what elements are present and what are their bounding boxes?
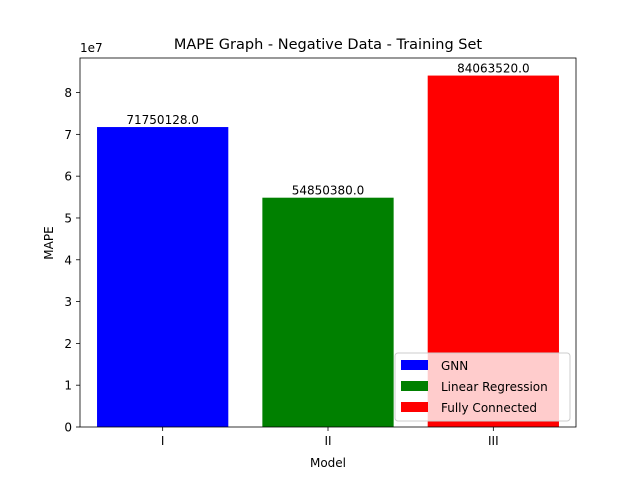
legend-box: [394, 352, 571, 422]
legend-label-1: GNN: [441, 359, 468, 373]
y-tick-label-6: 6: [64, 170, 72, 184]
y-tick-label-3: 3: [64, 295, 72, 309]
chart-title: MAPE Graph - Negative Data - Training Se…: [174, 37, 483, 53]
y-tick-label-4: 4: [64, 253, 72, 267]
legend-swatch-3: [401, 402, 428, 412]
y-tick-label-0: 0: [64, 421, 72, 435]
x-axis-label: Model: [310, 456, 346, 470]
bar-value-label-2: 54850380.0: [292, 184, 365, 198]
bar-value-label-3: 84063520.0: [457, 62, 530, 76]
legend: GNN Linear Regression Fully Connected: [394, 352, 571, 422]
x-tick-label-3: III: [488, 434, 499, 448]
legend-swatch-2: [401, 381, 428, 391]
y-tick-label-7: 7: [64, 128, 72, 142]
legend-label-2: Linear Regression: [441, 380, 548, 394]
bar-1: [97, 127, 229, 427]
legend-swatch-1: [401, 360, 428, 370]
y-multiplier-label: 1e7: [80, 41, 103, 55]
bar-2: [262, 197, 394, 427]
bar-value-label-1: 71750128.0: [126, 113, 199, 127]
y-axis-label: MAPE: [42, 226, 56, 259]
y-tick-label-8: 8: [64, 86, 72, 100]
x-tick-label-1: I: [161, 434, 165, 448]
y-tick-label-1: 1: [64, 379, 72, 393]
y-tick-label-5: 5: [64, 211, 72, 225]
axes-frame: [79, 57, 577, 428]
x-tick-label-2: II: [324, 434, 331, 448]
legend-label-3: Fully Connected: [441, 401, 537, 415]
y-tick-label-2: 2: [64, 337, 72, 351]
